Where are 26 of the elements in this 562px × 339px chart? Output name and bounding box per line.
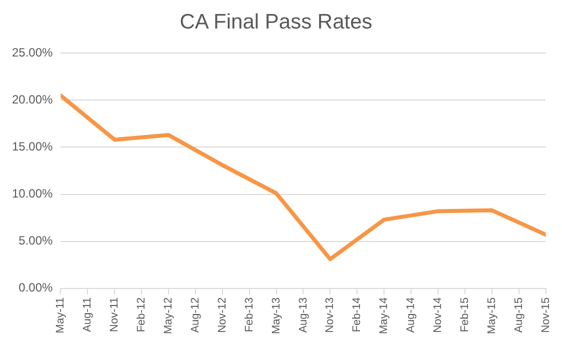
- x-tick-label: Feb-14: [351, 297, 364, 332]
- x-tick-label: Nov-12: [216, 297, 228, 333]
- x-tick-label: Feb-12: [136, 297, 148, 332]
- y-tick-label: 20.00%: [12, 92, 54, 107]
- x-tick-label: Aug-13: [297, 297, 310, 333]
- x-tick-label: May-14: [378, 297, 390, 334]
- chart-title: CA Final Pass Rates: [180, 10, 372, 34]
- x-tick-label: Nov-13: [324, 297, 336, 333]
- x-tick-label: Aug-11: [82, 297, 94, 332]
- x-tick-label: May-13: [270, 297, 282, 334]
- x-tick-label: Feb-13: [243, 297, 256, 332]
- y-tick-label: 0.00%: [18, 280, 54, 295]
- y-tick-label: 15.00%: [12, 140, 54, 154]
- x-tick-label: Nov-11: [108, 297, 121, 332]
- x-tick-label: Aug-15: [512, 297, 525, 333]
- x-tick-label: May-11: [54, 297, 67, 334]
- x-tick-label: Aug-14: [405, 297, 418, 333]
- y-tick-label: 25.00%: [12, 46, 54, 60]
- x-tick-label: Nov-15: [540, 297, 552, 333]
- x-tick-label: May-15: [486, 297, 498, 334]
- x-tick-label: Feb-15: [458, 297, 471, 332]
- x-tick-label: May-12: [162, 297, 175, 334]
- y-tick-label: 10.00%: [12, 186, 54, 201]
- x-tick-label: Nov-14: [432, 297, 444, 333]
- x-tick-label: Aug-12: [189, 297, 202, 333]
- y-tick-label: 5.00%: [18, 234, 54, 248]
